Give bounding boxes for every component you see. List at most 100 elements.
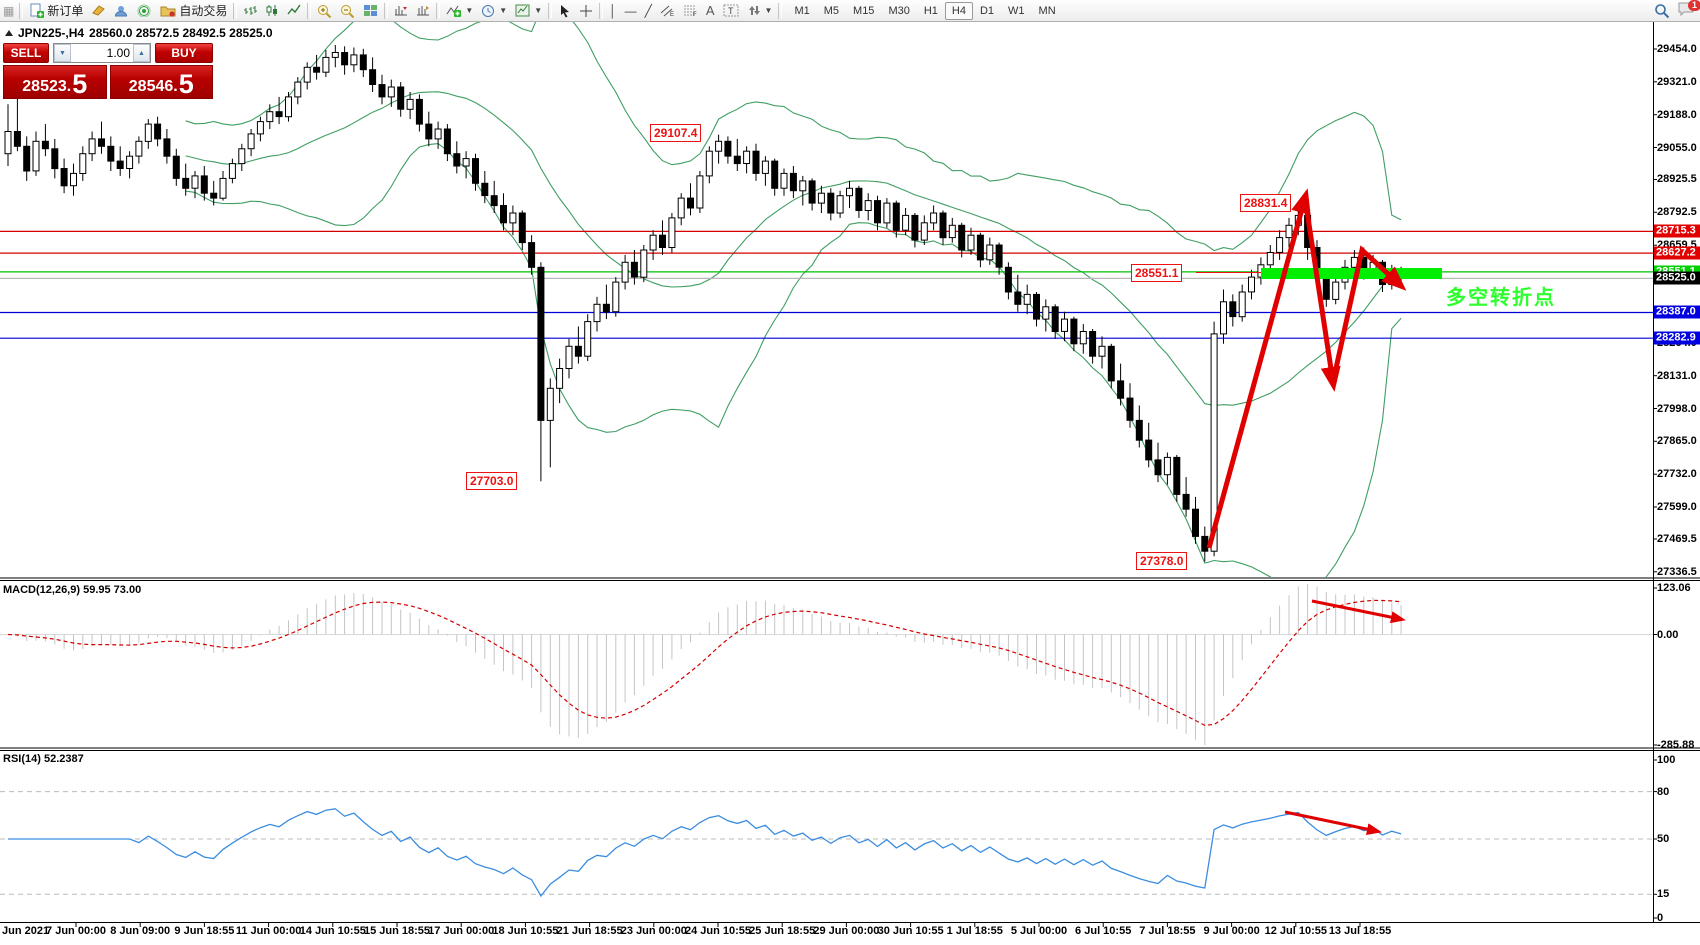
tab-timeframe-M15[interactable]: M15 <box>853 4 875 17</box>
axis-tick-label: 29055.0 <box>1657 141 1697 154</box>
price-badge: 28525.0 <box>1654 271 1700 285</box>
clock-icon <box>482 4 495 17</box>
separator <box>548 2 553 19</box>
template-icon <box>515 4 530 17</box>
volume-decrease-button[interactable]: ▼ <box>54 44 71 62</box>
separator <box>778 2 783 19</box>
main-toolbar: ▦ 新订单 自动交易 ▼ ▼ ▼ <box>0 0 1700 22</box>
zoom-in-icon <box>318 4 332 18</box>
sell-price[interactable]: 28523. 5 <box>3 65 107 99</box>
auto-scroll-icon <box>417 6 430 16</box>
time-label: 30 Jun 10:55 <box>877 925 944 937</box>
bar-chart-mode-button[interactable] <box>239 1 261 20</box>
volume-input[interactable]: 1.00 <box>106 46 130 60</box>
expand-triangle-icon[interactable] <box>5 30 13 36</box>
tab-timeframe-D1[interactable]: D1 <box>979 4 995 17</box>
tab-timeframe-H4[interactable]: H4 <box>944 1 973 20</box>
text-label-tool[interactable]: T <box>719 1 743 20</box>
autotrade-button[interactable]: 自动交易 <box>156 1 231 20</box>
tab-timeframe-MN[interactable]: MN <box>1038 4 1056 17</box>
zoom-in-button[interactable] <box>313 1 336 20</box>
time-label: Jun 2021 <box>2 925 50 937</box>
time-label: 14 Jun 10:55 <box>299 925 366 937</box>
tab-timeframe-M1[interactable]: M1 <box>794 4 810 17</box>
price-annotation-box[interactable]: 27703.0 <box>466 472 518 490</box>
tab-timeframe-M5[interactable]: M5 <box>823 4 840 17</box>
zoom-out-button[interactable] <box>336 1 359 20</box>
time-label: 21 Jun 18:55 <box>556 925 623 937</box>
text-label-icon: T <box>723 4 739 17</box>
price-badge: 28387.0 <box>1654 305 1700 319</box>
cursor-tool[interactable] <box>554 1 575 20</box>
crosshair-tool[interactable] <box>575 1 597 20</box>
buy-button[interactable]: BUY <box>155 43 213 63</box>
add-indicator-button[interactable]: ▼ <box>442 1 477 20</box>
bar-chart-icon <box>244 6 258 15</box>
tile-windows-button[interactable] <box>359 1 382 20</box>
time-label: 8 Jun 09:00 <box>110 925 171 937</box>
time-label: 9 Jun 18:55 <box>174 925 235 937</box>
profile-icon <box>115 6 128 17</box>
tab-timeframe-H1[interactable]: H1 <box>923 4 938 17</box>
chart-ohlc-values: 28560.0 28572.5 28492.5 28525.0 <box>89 26 273 40</box>
time-label: 11 Jun 00:00 <box>235 925 302 937</box>
price-badge: 28715.3 <box>1654 224 1700 238</box>
tab-timeframe-M30[interactable]: M30 <box>888 4 910 17</box>
sell-price-pips: 5 <box>72 69 88 99</box>
add-indicator-icon <box>446 5 462 17</box>
highlighter-button[interactable] <box>87 1 110 20</box>
axis-tick-label: 80 <box>1657 785 1670 798</box>
signal-button[interactable] <box>133 1 156 20</box>
channel-tool[interactable]: E <box>656 1 679 20</box>
chevron-down-icon: ▼ <box>465 6 474 15</box>
macd-label: MACD(12,26,9) 59.95 73.00 <box>3 584 142 596</box>
price-annotation-box[interactable]: 27378.0 <box>1136 552 1188 570</box>
tile-windows-icon <box>364 5 378 16</box>
axis-tick-label: 50 <box>1657 833 1670 845</box>
line-chart-icon <box>287 4 301 15</box>
line-chart-mode-button[interactable] <box>283 1 305 20</box>
chart-shift-icon <box>395 6 408 16</box>
axis-tick-label: 27599.0 <box>1657 501 1697 514</box>
new-order-button[interactable]: 新订单 <box>25 1 87 20</box>
hline-tool[interactable]: — <box>621 1 641 20</box>
app-fragment-icon: ▦ <box>3 3 15 18</box>
turning-point-text[interactable]: 多空转折点 <box>1446 287 1556 309</box>
time-label: 24 Jun 10:55 <box>684 925 752 937</box>
chevron-up-icon: ▲ <box>138 49 145 57</box>
chevron-down-icon: ▼ <box>59 49 66 57</box>
text-icon: A <box>705 2 715 18</box>
fibonacci-tool[interactable]: F <box>679 1 702 20</box>
arrows-icon <box>748 6 760 15</box>
crosshair-icon <box>580 4 593 17</box>
volume-increase-button[interactable]: ▲ <box>133 44 150 62</box>
arrows-tool[interactable]: ▼ <box>743 1 777 20</box>
tab-timeframe-W1[interactable]: W1 <box>1008 4 1025 17</box>
auto-scroll-button[interactable] <box>412 1 434 20</box>
price-badge: 28627.2 <box>1654 246 1700 260</box>
candle-chart-mode-button[interactable] <box>261 1 283 20</box>
profile-button[interactable] <box>110 1 133 20</box>
svg-text:E: E <box>670 12 674 17</box>
price-annotation-box[interactable]: 29107.4 <box>650 124 702 142</box>
periods-button[interactable]: ▼ <box>477 1 511 20</box>
search-icon[interactable] <box>1654 3 1670 19</box>
sell-button[interactable]: SELL <box>3 43 49 63</box>
candle-chart-icon <box>266 5 278 16</box>
notifications-button[interactable]: 1 <box>1678 0 1700 19</box>
text-tool[interactable]: A <box>702 1 719 20</box>
trendline-tool[interactable]: ╱ <box>641 1 656 20</box>
buy-price[interactable]: 28546. 5 <box>109 65 213 99</box>
time-label: 9 Jul 00:00 <box>1203 925 1260 937</box>
chevron-down-icon: ▼ <box>499 6 508 15</box>
new-order-label: 新订单 <box>47 4 84 18</box>
templates-button[interactable]: ▼ <box>511 1 546 20</box>
vline-tool[interactable]: │ <box>605 1 621 20</box>
axis-tick-label: 29454.0 <box>1657 43 1697 55</box>
horizontal-line-icon: — <box>624 3 637 18</box>
price-annotation-box[interactable]: 28551.1 <box>1131 264 1183 282</box>
chart-shift-button[interactable] <box>390 1 412 20</box>
price-annotation-box[interactable]: 28831.4 <box>1240 194 1292 212</box>
